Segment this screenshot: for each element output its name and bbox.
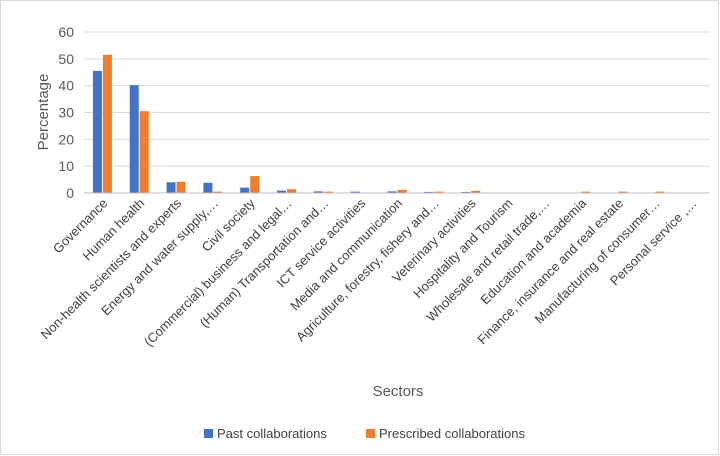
- bar-past: [424, 191, 434, 193]
- y-tick-label: 30: [58, 105, 74, 121]
- legend-swatch: [366, 429, 375, 438]
- bar-prescribed: [434, 191, 444, 193]
- bars: [92, 54, 665, 193]
- x-axis-title: Sectors: [373, 383, 424, 400]
- bar-prescribed: [471, 190, 481, 193]
- bar-prescribed: [397, 189, 407, 193]
- bar-prescribed: [323, 191, 333, 193]
- legend-swatch: [204, 429, 213, 438]
- bar-prescribed: [287, 189, 297, 193]
- bar-past: [240, 187, 250, 193]
- bar-prescribed: [102, 54, 112, 193]
- y-tick-label: 20: [58, 131, 74, 147]
- bar-prescribed: [213, 191, 223, 193]
- y-tick-label: 50: [58, 51, 74, 67]
- bar-prescribed: [250, 176, 260, 193]
- bar-prescribed: [581, 191, 591, 193]
- legend: Past collaborations Prescribed collaborat…: [204, 426, 525, 441]
- bar-past: [92, 70, 102, 193]
- legend-label: Prescribed collaborations: [379, 426, 525, 441]
- bar-past: [277, 190, 287, 193]
- bar-prescribed: [139, 111, 149, 193]
- bar-past: [313, 191, 323, 193]
- bar-past: [129, 85, 139, 193]
- y-tick-label: 0: [66, 185, 74, 201]
- bar-past: [461, 191, 471, 193]
- bar-prescribed: [655, 191, 665, 193]
- y-axis-ticks: 0 10 20 30 40 50 60: [58, 24, 74, 201]
- bar-past: [166, 182, 176, 193]
- y-tick-label: 40: [58, 78, 74, 94]
- y-axis-title: Percentage: [35, 74, 52, 151]
- y-tick-label: 10: [58, 158, 74, 174]
- y-tick-label: 60: [58, 24, 74, 40]
- bar-past: [203, 182, 213, 193]
- bar-past: [350, 191, 360, 193]
- bar-prescribed: [176, 181, 186, 193]
- legend-label: Past collaborations: [217, 426, 327, 441]
- bar-prescribed: [618, 191, 628, 193]
- bar-past: [387, 191, 397, 193]
- gridlines: [84, 31, 710, 167]
